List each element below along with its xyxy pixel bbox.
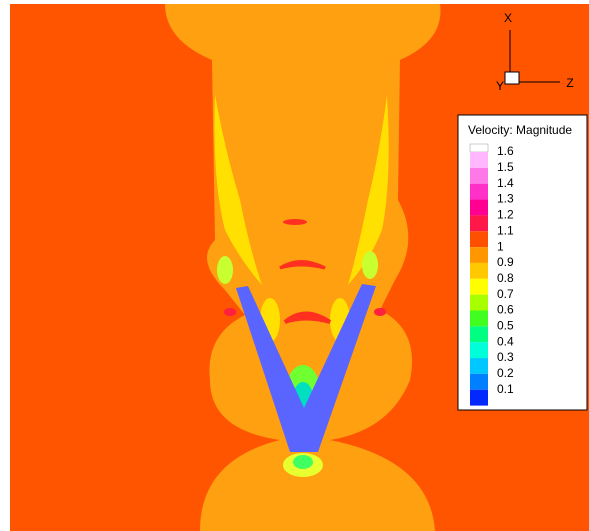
legend-swatch	[470, 152, 488, 168]
red-spot	[283, 219, 307, 225]
red-arc	[279, 260, 326, 270]
axis-label: Y	[496, 79, 504, 93]
legend-label: 1.4	[497, 176, 514, 190]
legend-label: 0.9	[497, 255, 514, 269]
axis-label: Z	[566, 76, 573, 90]
legend-swatch	[469, 143, 489, 153]
triad-box	[504, 71, 520, 85]
legend-label: 1.3	[497, 192, 514, 206]
streak-left	[214, 95, 262, 285]
region-orange	[165, 4, 441, 531]
legend-label: 0.7	[497, 287, 514, 301]
legend-label: 0.3	[497, 350, 514, 364]
legend-swatch	[470, 262, 488, 279]
legend-swatch	[470, 183, 488, 200]
legend-label: 1.2	[497, 208, 514, 222]
legend-swatch	[470, 199, 488, 216]
legend-swatch	[470, 326, 488, 343]
legend-swatch	[470, 358, 488, 374]
legend-label: 1.6	[497, 144, 514, 158]
legend-swatch	[470, 310, 488, 327]
streak	[362, 251, 378, 279]
v-body	[236, 284, 376, 452]
streak-right	[348, 95, 389, 285]
legend-swatch	[470, 215, 488, 232]
red-arc	[283, 311, 332, 324]
legend-label: 0.5	[497, 319, 514, 333]
legend-label: 1.5	[497, 160, 514, 174]
red-spot	[374, 308, 386, 316]
legend-label: 0.1	[497, 382, 514, 396]
red-spot	[224, 308, 236, 316]
legend-label: 0.2	[497, 366, 514, 380]
legend-swatch	[470, 373, 488, 390]
legend-swatch	[470, 389, 488, 406]
wake-bottom	[293, 455, 313, 469]
streak	[217, 256, 233, 284]
legend-label: 0.4	[497, 334, 514, 348]
legend-swatch	[470, 247, 488, 263]
legend-swatch	[470, 342, 488, 359]
legend-swatch	[470, 294, 488, 311]
legend-label: 0.8	[497, 271, 514, 285]
legend-label: 1	[497, 239, 504, 253]
legend-title: Velocity: Magnitude	[468, 123, 572, 137]
legend-label: 1.1	[497, 223, 514, 237]
axis-label: X	[504, 11, 512, 25]
legend-items: 1.6 1.5 1.4 1.3 1.21.1 1 0.9 0.8 0.7 0.6 0.50.4 0.3…	[469, 143, 514, 406]
legend-swatch	[470, 231, 488, 248]
legend-swatch	[470, 278, 488, 295]
legend-swatch	[470, 167, 488, 184]
legend-label: 0.6	[497, 303, 514, 317]
